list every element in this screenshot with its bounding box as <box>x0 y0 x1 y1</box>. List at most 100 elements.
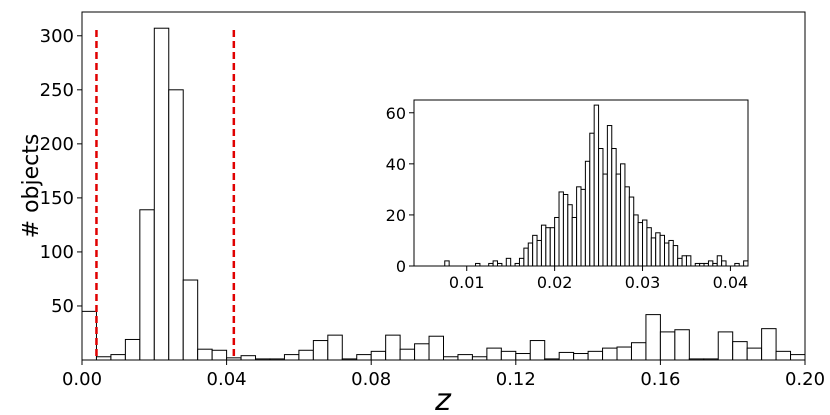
main-bar <box>732 341 748 361</box>
main-bar <box>124 338 141 361</box>
inset-bar <box>545 227 551 267</box>
inset-bar <box>642 219 648 267</box>
main-x-tick-label: 0.12 <box>496 369 536 390</box>
main-bar <box>775 350 792 361</box>
inset-x-axis-ticks: 0.01 0.02 0.03 0.04 <box>449 266 748 292</box>
inset-bar <box>505 257 512 267</box>
main-bar <box>717 331 734 361</box>
inset-bar <box>549 227 556 267</box>
main-bar <box>298 349 314 361</box>
main-y-tick-label: 100 <box>40 242 74 263</box>
inset-bar <box>716 255 723 267</box>
main-bar <box>139 209 155 361</box>
main-bar <box>168 89 184 361</box>
inset-bar <box>518 257 525 267</box>
main-bar <box>182 279 199 361</box>
main-bar <box>414 343 430 361</box>
inset-bar <box>540 224 547 267</box>
inset-plot-frame <box>413 99 749 267</box>
inset-bar <box>677 257 683 267</box>
main-y-tick-label: 50 <box>51 296 74 317</box>
main-bar <box>312 340 329 361</box>
inset-bar <box>492 260 498 267</box>
main-bar <box>645 314 661 361</box>
inset-bar <box>743 260 749 267</box>
inset-bar <box>536 239 542 267</box>
inset-bar <box>444 260 450 267</box>
inset-bar <box>633 214 639 267</box>
inset-bar <box>562 193 569 267</box>
main-x-tick-label: 0.00 <box>62 369 102 390</box>
main-bar <box>197 348 213 361</box>
main-bar <box>327 334 343 361</box>
main-bar <box>110 354 126 361</box>
main-bar <box>630 342 647 361</box>
main-bar <box>211 349 228 361</box>
inset-bar <box>721 260 727 267</box>
main-bar <box>457 354 473 361</box>
main-bar <box>500 350 517 361</box>
inset-y-tick-label: 60 <box>386 104 406 123</box>
inset-bar <box>593 104 600 267</box>
main-bar <box>428 335 445 361</box>
main-x-axis-ticks: 0.00 0.04 0.08 0.12 0.16 0.20 <box>62 360 825 390</box>
inset-bar <box>685 255 692 267</box>
inset-bar <box>672 245 679 267</box>
main-bar <box>602 347 618 361</box>
inset-x-tick-label: 0.04 <box>713 273 749 292</box>
inset-bar <box>602 173 608 267</box>
main-y-tick-label: 300 <box>40 26 74 47</box>
main-bar <box>486 347 502 361</box>
main-bar <box>385 334 401 361</box>
main-bar <box>761 328 777 361</box>
inset-x-tick-label: 0.03 <box>625 273 661 292</box>
main-x-tick-label: 0.08 <box>351 369 391 390</box>
inset-bar <box>650 237 657 267</box>
inset-bar <box>598 148 604 267</box>
main-y-tick-label: 150 <box>40 188 74 209</box>
inset-y-tick-label: 20 <box>386 206 406 225</box>
inset-bar <box>707 260 714 267</box>
main-plot-frame <box>81 11 806 361</box>
inset-bar <box>584 160 591 267</box>
inset-bar <box>620 163 626 267</box>
inset-bar <box>571 216 578 267</box>
main-x-tick-label: 0.16 <box>640 369 680 390</box>
inset-bar <box>646 227 652 267</box>
inset-bar <box>567 204 573 267</box>
inset-bar <box>523 247 529 267</box>
inset-bar <box>681 255 687 267</box>
main-bar <box>356 354 372 361</box>
inset-bar <box>558 191 564 267</box>
main-bar <box>558 351 575 361</box>
inset-bar <box>615 173 622 267</box>
inset-bar <box>527 242 534 267</box>
inset-bar <box>611 148 617 267</box>
main-bar <box>587 350 604 361</box>
inset-y-tick-label: 0 <box>396 257 406 276</box>
main-bar <box>283 354 300 361</box>
inset-y-axis-ticks: 0 20 40 60 <box>386 104 414 276</box>
inset-panel: 0.01 0.02 0.03 0.04 0 20 40 60 <box>386 99 749 292</box>
main-bar <box>81 310 97 361</box>
inset-bar <box>606 125 613 267</box>
main-y-axis-ticks: 50 100 150 200 250 300 <box>40 26 82 317</box>
main-y-tick-label: 200 <box>40 134 74 155</box>
main-y-tick-label: 250 <box>40 80 74 101</box>
inset-bar <box>554 216 560 267</box>
main-bar <box>746 347 763 361</box>
inset-bar <box>624 186 630 267</box>
main-bar <box>659 331 676 361</box>
main-bar <box>573 353 589 361</box>
inset-x-tick-label: 0.02 <box>537 273 573 292</box>
main-bar <box>370 350 387 361</box>
inset-bar <box>589 132 595 267</box>
inset-bar <box>655 232 661 267</box>
main-bar <box>153 27 170 361</box>
inset-bar <box>628 196 635 267</box>
inset-y-tick-label: 40 <box>386 155 406 174</box>
inset-bar <box>659 234 665 267</box>
main-bar <box>674 329 690 361</box>
inset-bar <box>664 242 670 267</box>
